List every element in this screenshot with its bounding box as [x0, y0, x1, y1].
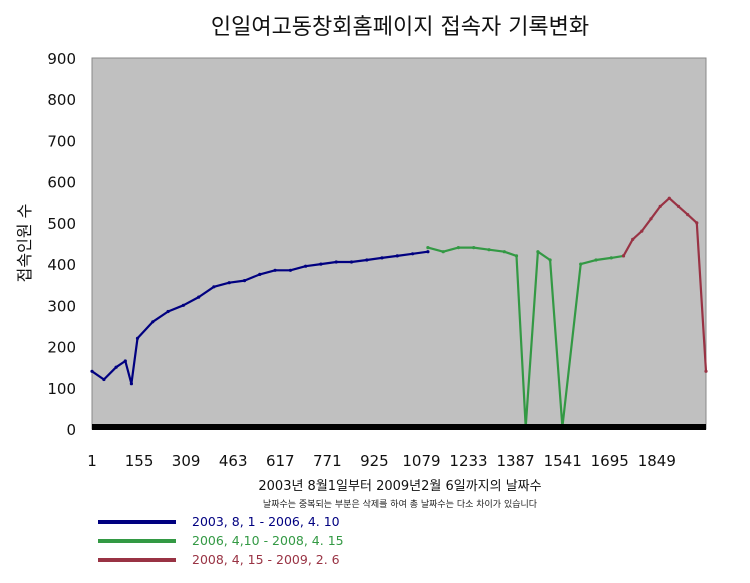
data-point	[676, 204, 681, 208]
data-point	[487, 248, 491, 252]
x-tick-label: 463	[219, 452, 248, 470]
y-tick-label: 900	[47, 50, 76, 68]
data-point	[686, 213, 690, 217]
series-line-3	[622, 197, 708, 372]
data-point	[502, 250, 506, 254]
data-point	[227, 281, 231, 285]
x-tick-label: 1695	[591, 452, 629, 470]
x-axis-bar	[92, 424, 706, 430]
data-point	[536, 250, 540, 254]
x-tick-label: 771	[313, 452, 342, 470]
data-point	[609, 256, 613, 260]
data-point	[304, 264, 308, 268]
y-tick-label: 0	[66, 421, 76, 439]
data-point	[667, 196, 671, 200]
data-point	[135, 336, 140, 340]
data-point	[334, 260, 338, 264]
data-point	[181, 303, 185, 307]
data-point	[548, 258, 552, 262]
data-point	[123, 359, 127, 363]
legend-label-3: 2008, 4, 15 - 2009, 2. 6	[192, 552, 340, 567]
x-tick-label: 1849	[638, 452, 676, 470]
legend-label-2: 2006, 4,10 - 2008, 4. 15	[192, 533, 344, 548]
data-point	[640, 229, 644, 233]
data-point	[441, 250, 445, 254]
x-tick-label: 1233	[449, 452, 487, 470]
data-point	[631, 237, 635, 241]
data-point	[258, 272, 262, 276]
data-point	[514, 254, 519, 258]
x-tick-label: 1387	[497, 452, 535, 470]
data-point	[649, 217, 653, 221]
data-point	[594, 258, 598, 262]
y-tick-label: 200	[47, 339, 76, 357]
y-axis-label: 접속인원 수	[15, 204, 34, 283]
x-axis-label: 2003년 8월1일부터 2009년2월 6일까지의 날짜수	[258, 479, 541, 494]
x-tick-label: 155	[125, 452, 154, 470]
y-tick-label: 600	[47, 174, 76, 192]
data-point	[579, 262, 583, 266]
y-tick-label: 100	[47, 380, 76, 398]
chart-note: 날짜수는 중복되는 부분은 삭제를 하여 총 날짜수는 다소 차이가 있습니다	[263, 498, 538, 510]
data-point	[151, 320, 155, 324]
data-point	[197, 295, 201, 299]
x-tick-label: 925	[360, 452, 389, 470]
data-point	[288, 268, 292, 272]
data-point	[621, 254, 626, 258]
data-point	[365, 258, 369, 262]
y-tick-label: 800	[47, 91, 76, 109]
data-point	[349, 260, 354, 264]
data-point	[411, 252, 415, 256]
x-tick-label: 617	[266, 452, 295, 470]
data-point	[166, 309, 170, 314]
plot-area	[91, 57, 707, 430]
y-tick-label: 400	[47, 256, 76, 274]
x-tick-label: 1079	[402, 452, 440, 470]
data-point	[695, 221, 699, 225]
x-axis-ticks: 1 155 309 463 617 771 925 1079 1233 1387 1541 1695 1…	[87, 452, 676, 470]
data-point	[114, 365, 118, 369]
data-point	[395, 254, 399, 258]
data-point	[658, 204, 662, 208]
data-point	[704, 369, 708, 373]
x-tick-label: 309	[172, 452, 201, 470]
y-axis-ticks: 0 100 200 300 400 500 600 700 800 900	[47, 50, 76, 439]
y-tick-label: 700	[47, 132, 76, 150]
data-point	[380, 256, 384, 260]
x-tick-label: 1	[87, 452, 97, 470]
data-point	[456, 246, 460, 250]
data-point	[426, 246, 430, 250]
data-point	[102, 377, 106, 382]
chart-title: 인일여고동창회홈페이지 접속자 기록변화	[211, 15, 589, 40]
data-point	[242, 279, 247, 283]
y-tick-label: 300	[47, 297, 76, 315]
data-point	[90, 369, 94, 373]
data-point	[319, 262, 323, 266]
data-point	[273, 268, 277, 272]
x-tick-label: 1541	[544, 452, 582, 470]
y-tick-label: 500	[47, 215, 76, 233]
legend: 2003, 8, 1 - 2006, 4. 10 2006, 4,10 - 200…	[98, 514, 344, 567]
data-point	[426, 250, 430, 254]
data-point	[129, 382, 133, 386]
data-point	[472, 246, 476, 250]
legend-label-1: 2003, 8, 1 - 2006, 4. 10	[192, 514, 340, 529]
data-point	[212, 285, 216, 289]
